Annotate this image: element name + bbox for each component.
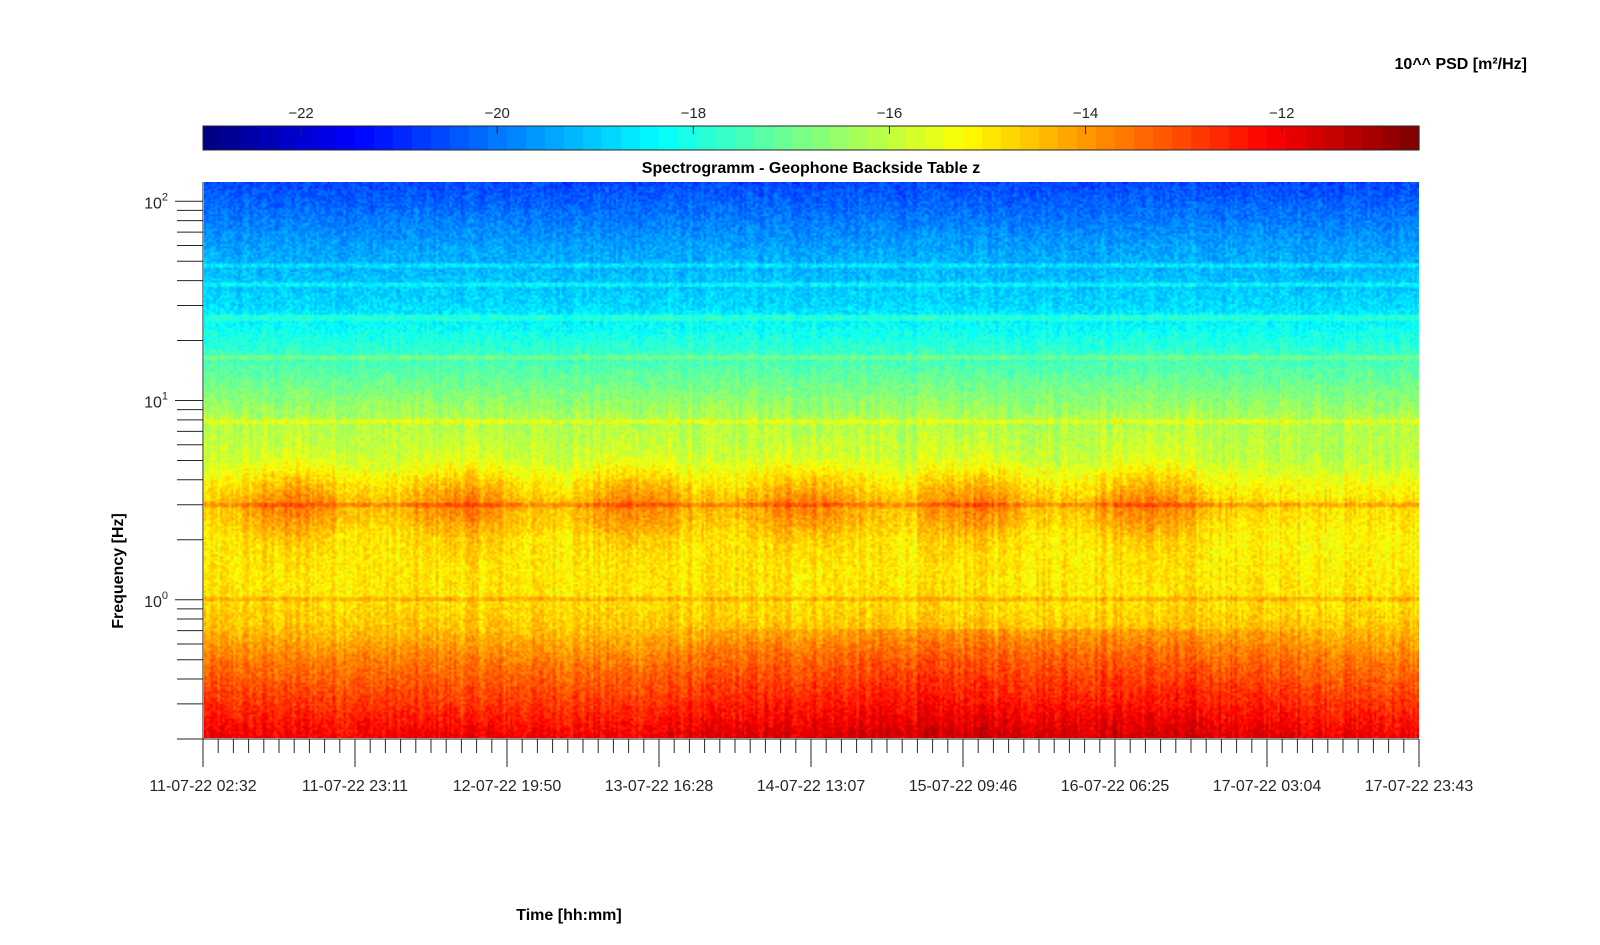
- colorbar-tick-label: −18: [681, 105, 706, 122]
- colorbar-cell: [317, 126, 337, 150]
- colorbar-cell: [203, 126, 223, 150]
- colorbar-cell: [963, 126, 983, 150]
- colorbar-cell: [754, 126, 774, 150]
- colorbar-cell: [735, 126, 755, 150]
- colorbar-cell: [1267, 126, 1287, 150]
- colorbar-cell: [1039, 126, 1059, 150]
- x-tick-label: 11-07-22 23:11: [302, 778, 408, 795]
- y-tick-label: 100: [144, 590, 168, 611]
- colorbar-cell: [640, 126, 660, 150]
- colorbar-cell: [1400, 126, 1420, 150]
- colorbar-cell: [925, 126, 945, 150]
- y-axis: 100 101 102: [144, 182, 204, 740]
- colorbar-cell: [488, 126, 508, 150]
- colorbar-cell: [393, 126, 413, 150]
- colorbar-cell: [792, 126, 812, 150]
- colorbar-cell: [526, 126, 546, 150]
- colorbar-cell: [583, 126, 603, 150]
- colorbar-cell: [830, 126, 850, 150]
- colorbar-cell: [982, 126, 1002, 150]
- colorbar-tick-label: −14: [1073, 105, 1098, 122]
- colorbar-cell: [412, 126, 432, 150]
- colorbar-cell: [697, 126, 717, 150]
- y-axis-label: Frequency [Hz]: [110, 513, 127, 629]
- colorbar-cell: [602, 126, 622, 150]
- colorbar: −22 −20 −18 −16 −14 −12: [202, 105, 1420, 151]
- colorbar-cell: [374, 126, 394, 150]
- colorbar-cell: [868, 126, 888, 150]
- colorbar-cell: [659, 126, 679, 150]
- y-tick-label: 101: [144, 391, 168, 412]
- colorbar-cell: [1020, 126, 1040, 150]
- colorbar-cell: [1343, 126, 1363, 150]
- colorbar-cell: [944, 126, 964, 150]
- colorbar-cell: [1153, 126, 1173, 150]
- spectrogram-image: [204, 182, 1419, 738]
- colorbar-cell: [1324, 126, 1344, 150]
- colorbar-cell: [431, 126, 451, 150]
- chart-title: Spectrogramm - Geophone Backside Table z: [642, 160, 980, 177]
- colorbar-tick-label: −12: [1269, 105, 1294, 122]
- colorbar-cell: [1096, 126, 1116, 150]
- colorbar-cell: [298, 126, 318, 150]
- colorbar-cell: [1362, 126, 1382, 150]
- colorbar-cell: [450, 126, 470, 150]
- colorbar-cell: [1305, 126, 1325, 150]
- colorbar-cell: [906, 126, 926, 150]
- colorbar-cell: [1172, 126, 1192, 150]
- colorbar-cell: [564, 126, 584, 150]
- colorbar-cell: [1077, 126, 1097, 150]
- colorbar-cell: [716, 126, 736, 150]
- colorbar-label: 10^^ PSD [m²/Hz]: [1395, 56, 1527, 73]
- colorbar-cell: [811, 126, 831, 150]
- colorbar-cell: [887, 126, 907, 150]
- colorbar-cell: [469, 126, 489, 150]
- x-tick-label: 14-07-22 13:07: [757, 778, 866, 795]
- colorbar-tick-label: −16: [877, 105, 902, 122]
- colorbar-cell: [1210, 126, 1230, 150]
- colorbar-cell: [222, 126, 242, 150]
- x-tick-label: 15-07-22 09:46: [909, 778, 1018, 795]
- colorbar-cell: [1381, 126, 1401, 150]
- x-tick-label: 13-07-22 16:28: [605, 778, 714, 795]
- x-tick-label: 17-07-22 03:04: [1213, 778, 1322, 795]
- colorbar-cell: [1058, 126, 1078, 150]
- y-tick-label: 102: [144, 191, 168, 212]
- x-tick-label: 17-07-22 23:43: [1365, 778, 1474, 795]
- colorbar-cell: [849, 126, 869, 150]
- colorbar-cell: [279, 126, 299, 150]
- colorbar-cell: [1229, 126, 1249, 150]
- colorbar-cell: [260, 126, 280, 150]
- colorbar-cell: [678, 126, 698, 150]
- colorbar-cell: [241, 126, 261, 150]
- colorbar-cell: [1115, 126, 1135, 150]
- colorbar-tick-label: −22: [288, 105, 313, 122]
- colorbar-cell: [336, 126, 356, 150]
- colorbar-cell: [1248, 126, 1268, 150]
- x-axis: 11-07-22 02:32 11-07-22 23:11 12-07-22 19:…: [149, 738, 1474, 795]
- colorbar-cell: [1134, 126, 1154, 150]
- colorbar-cell: [1191, 126, 1211, 150]
- x-axis-label: Time [hh:mm]: [516, 907, 621, 924]
- spectrogram-plot-area: [204, 182, 1419, 738]
- x-tick-label: 16-07-22 06:25: [1061, 778, 1170, 795]
- colorbar-cell: [507, 126, 527, 150]
- colorbar-cell: [355, 126, 375, 150]
- colorbar-tick-label: −20: [484, 105, 509, 122]
- x-tick-label: 12-07-22 19:50: [453, 778, 562, 795]
- colorbar-cell: [621, 126, 641, 150]
- colorbar-cell: [545, 126, 565, 150]
- colorbar-cell: [1001, 126, 1021, 150]
- x-tick-label: 11-07-22 02:32: [149, 778, 256, 795]
- colorbar-cell: [1286, 126, 1306, 150]
- colorbar-cell: [773, 126, 793, 150]
